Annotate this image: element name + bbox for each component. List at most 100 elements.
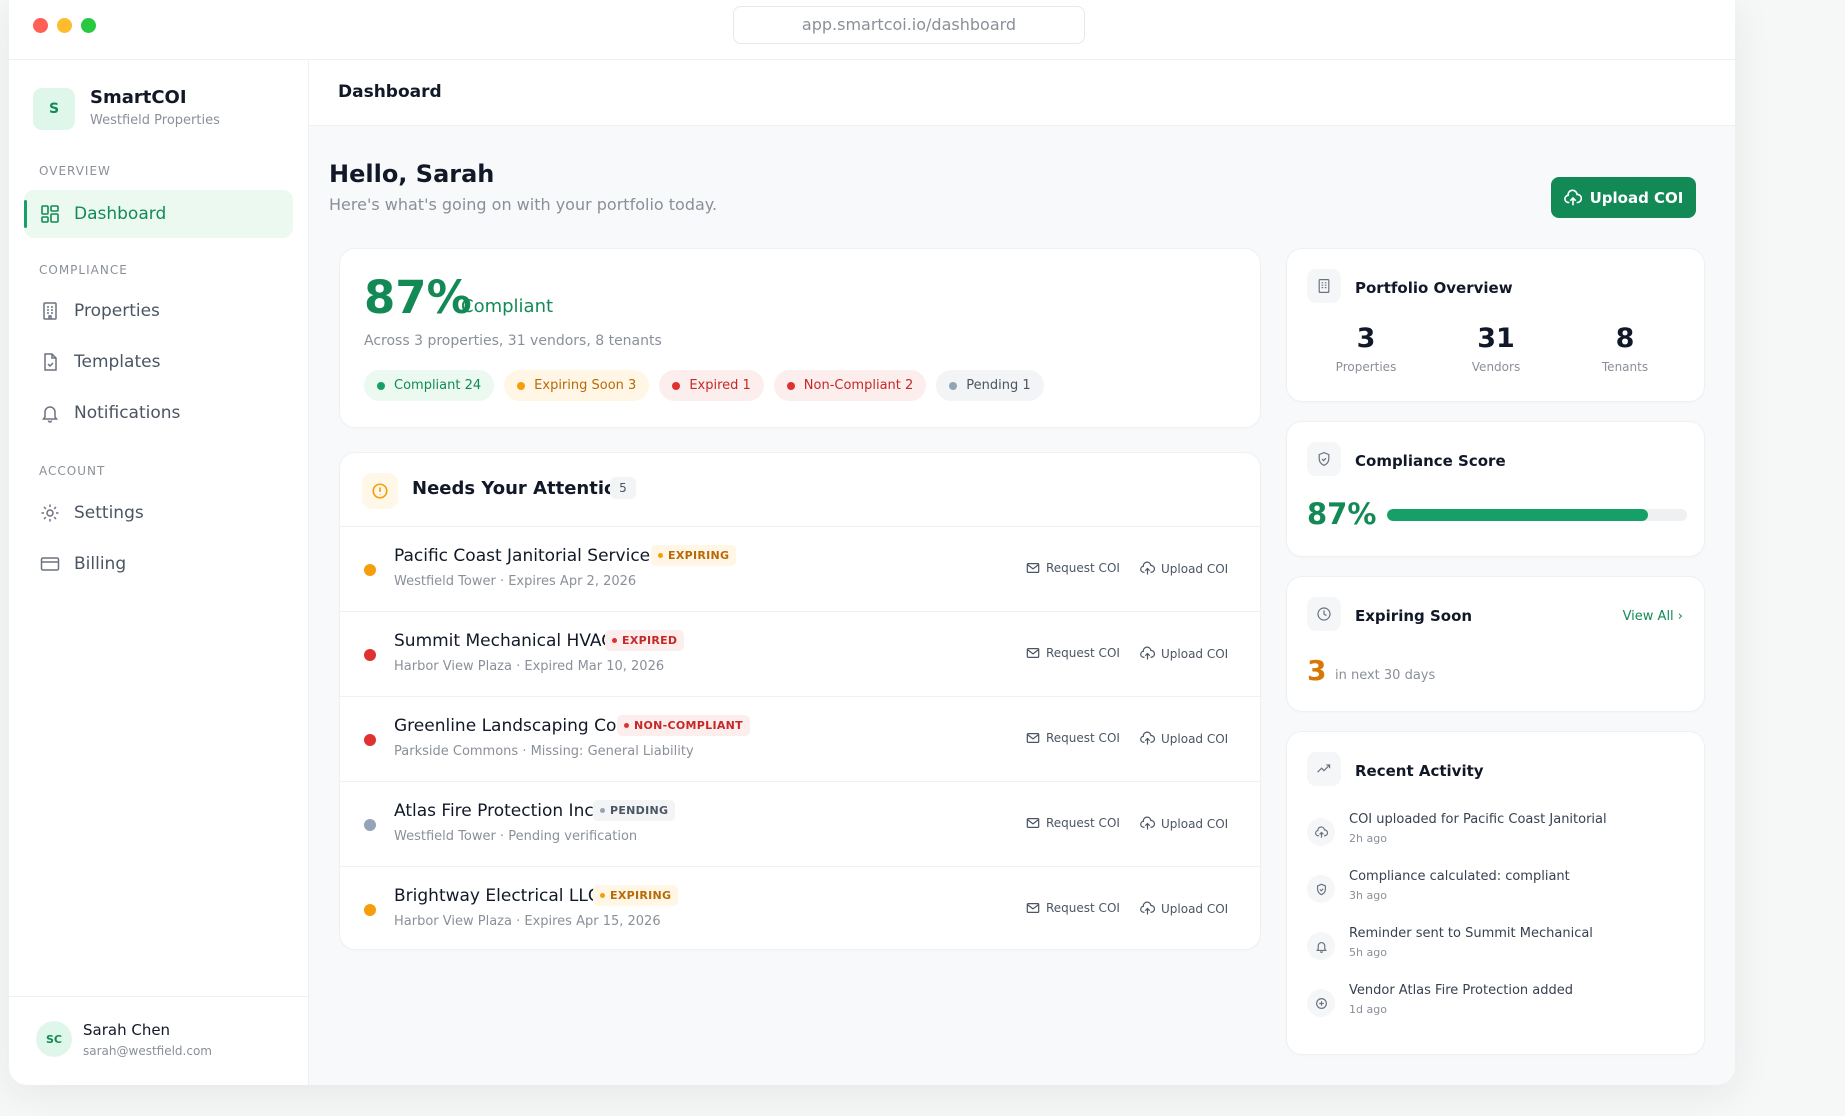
pill-expired[interactable]: Expired 1: [659, 370, 764, 401]
status-badge-label: EXPIRED: [622, 634, 678, 647]
request-coi-button[interactable]: Request COI: [1026, 901, 1120, 915]
mail-icon: [1026, 648, 1040, 658]
compliance-percent: 87%: [364, 271, 472, 324]
user-profile[interactable]: SC Sarah Chen sarah@westfield.com: [9, 996, 308, 1085]
request-coi-label: Request COI: [1046, 731, 1120, 745]
status-dot: [364, 734, 376, 746]
sidebar-item-billing[interactable]: Billing: [24, 540, 293, 588]
stat-label: Tenants: [1601, 360, 1649, 374]
window-close-button[interactable]: [33, 18, 48, 33]
attention-row[interactable]: Pacific Coast Janitorial Services EXPIRI…: [340, 526, 1260, 611]
dashboard-icon: [41, 205, 59, 223]
status-dot: [364, 904, 376, 916]
request-coi-button[interactable]: Request COI: [1026, 731, 1120, 745]
page-title: Dashboard: [338, 82, 442, 102]
view-all-link[interactable]: View All ›: [1622, 609, 1683, 624]
row-upload-coi-button[interactable]: Upload COI: [1140, 901, 1228, 916]
address-bar[interactable]: app.smartcoi.io/dashboard: [733, 6, 1085, 44]
pill-compliant[interactable]: Compliant 24: [364, 370, 495, 401]
pill-label: Expiring Soon 3: [534, 378, 637, 393]
row-upload-coi-button[interactable]: Upload COI: [1140, 561, 1228, 576]
sidebar-item-dashboard[interactable]: Dashboard: [24, 190, 293, 238]
attention-row[interactable]: Atlas Fire Protection Inc. PENDING Westf…: [340, 781, 1260, 866]
vendor-name: Summit Mechanical HVAC: [394, 631, 614, 651]
vendor-detail: Westfield Tower · Pending verification: [394, 829, 638, 844]
request-coi-button[interactable]: Request COI: [1026, 561, 1120, 575]
activity-text: COI uploaded for Pacific Coast Janitoria…: [1349, 812, 1607, 827]
vendor-name: Atlas Fire Protection Inc.: [394, 801, 600, 821]
recent-activity-card: Recent Activity COI uploaded for Pacific…: [1286, 731, 1705, 1055]
pill-label: Compliant 24: [394, 378, 482, 393]
pill-non-compliant[interactable]: Non-Compliant 2: [773, 370, 927, 401]
activity-time: 5h ago: [1349, 946, 1387, 959]
activity-item[interactable]: Vendor Atlas Fire Protection added 1d ag…: [1307, 983, 1687, 1033]
vendor-name: Brightway Electrical LLC: [394, 886, 600, 906]
vendor-name: Pacific Coast Janitorial Services: [394, 546, 659, 566]
user-name: Sarah Chen: [83, 1021, 171, 1039]
status-badge: EXPIRING: [593, 885, 679, 906]
row-upload-coi-button[interactable]: Upload COI: [1140, 731, 1228, 746]
upload-coi-button[interactable]: Upload COI: [1551, 177, 1696, 218]
status-dot: [672, 381, 681, 390]
file-check-icon: [44, 353, 57, 371]
attention-title: Needs Your Attention: [412, 478, 630, 499]
window-maximize-button[interactable]: [81, 18, 96, 33]
pill-pending[interactable]: Pending 1: [936, 370, 1044, 401]
section-label-compliance: COMPLIANCE: [39, 263, 128, 277]
status-badge: EXPIRED: [605, 630, 685, 651]
activity-item[interactable]: COI uploaded for Pacific Coast Janitoria…: [1307, 812, 1687, 862]
activity-item[interactable]: Reminder sent to Summit Mechanical 5h ag…: [1307, 926, 1687, 976]
attention-row[interactable]: Greenline Landscaping Co. NON-COMPLIANT …: [340, 696, 1260, 781]
shield-icon: [1307, 875, 1335, 903]
upload-coi-label: Upload COI: [1589, 188, 1684, 207]
vendor-detail: Harbor View Plaza · Expired Mar 10, 2026: [394, 659, 665, 674]
activity-item[interactable]: Compliance calculated: compliant 3h ago: [1307, 869, 1687, 919]
activity-text: Reminder sent to Summit Mechanical: [1349, 926, 1593, 941]
stat-value: 3: [1356, 323, 1376, 354]
compliance-score-card: Compliance Score 87%: [1286, 421, 1705, 557]
upload-coi-label: Upload COI: [1161, 646, 1229, 661]
pill-expiring-soon[interactable]: Expiring Soon 3: [504, 370, 650, 401]
clock-icon: [1307, 597, 1341, 631]
sidebar-item-label: Dashboard: [74, 204, 167, 224]
score-value: 87%: [1307, 497, 1377, 531]
request-coi-button[interactable]: Request COI: [1026, 816, 1120, 830]
portfolio-overview-card: Portfolio Overview 3 Properties 31 Vendors…: [1286, 248, 1705, 402]
activity-time: 2h ago: [1349, 832, 1387, 845]
mail-icon: [1026, 903, 1040, 913]
stat-label: Properties: [1335, 360, 1397, 374]
attention-row[interactable]: Brightway Electrical LLC EXPIRING Harbor…: [340, 866, 1260, 951]
bell-icon: [1307, 932, 1335, 960]
sidebar-item-label: Templates: [74, 352, 161, 372]
sidebar-item-settings[interactable]: Settings: [24, 489, 293, 537]
cloud-upload-icon: [1140, 901, 1155, 915]
avatar: SC: [36, 1021, 72, 1057]
row-upload-coi-button[interactable]: Upload COI: [1140, 646, 1228, 661]
window-minimize-button[interactable]: [57, 18, 72, 33]
sidebar-item-properties[interactable]: Properties: [24, 287, 293, 335]
status-dot: [364, 564, 376, 576]
activity-time: 1d ago: [1349, 1003, 1387, 1016]
expiring-soon-card: Expiring Soon View All › 3 in next 30 da…: [1286, 576, 1705, 712]
sidebar-item-templates[interactable]: Templates: [24, 338, 293, 386]
request-coi-label: Request COI: [1046, 646, 1120, 660]
score-title: Compliance Score: [1355, 452, 1506, 470]
pill-label: Non-Compliant 2: [803, 378, 914, 393]
activity-text: Vendor Atlas Fire Protection added: [1349, 983, 1574, 998]
building-icon: [43, 302, 57, 320]
attention-count-badge: 5: [610, 477, 636, 499]
row-upload-coi-button[interactable]: Upload COI: [1140, 816, 1228, 831]
attention-row[interactable]: Summit Mechanical HVAC EXPIRED Harbor Vi…: [340, 611, 1260, 696]
user-email: sarah@westfield.com: [83, 1044, 212, 1058]
cloud-upload-icon: [1140, 646, 1155, 660]
vendor-name: Greenline Landscaping Co.: [394, 716, 622, 736]
stat-properties: 3 Properties: [1311, 323, 1421, 374]
expiring-title: Expiring Soon: [1355, 607, 1473, 625]
vendor-detail: Westfield Tower · Expires Apr 2, 2026: [394, 574, 637, 589]
status-dot: [949, 381, 958, 390]
credit-card-icon: [40, 557, 60, 571]
greeting-heading: Hello, Sarah: [329, 160, 495, 188]
pill-label: Expired 1: [689, 378, 751, 393]
request-coi-button[interactable]: Request COI: [1026, 646, 1120, 660]
sidebar-item-notifications[interactable]: Notifications: [24, 389, 293, 437]
